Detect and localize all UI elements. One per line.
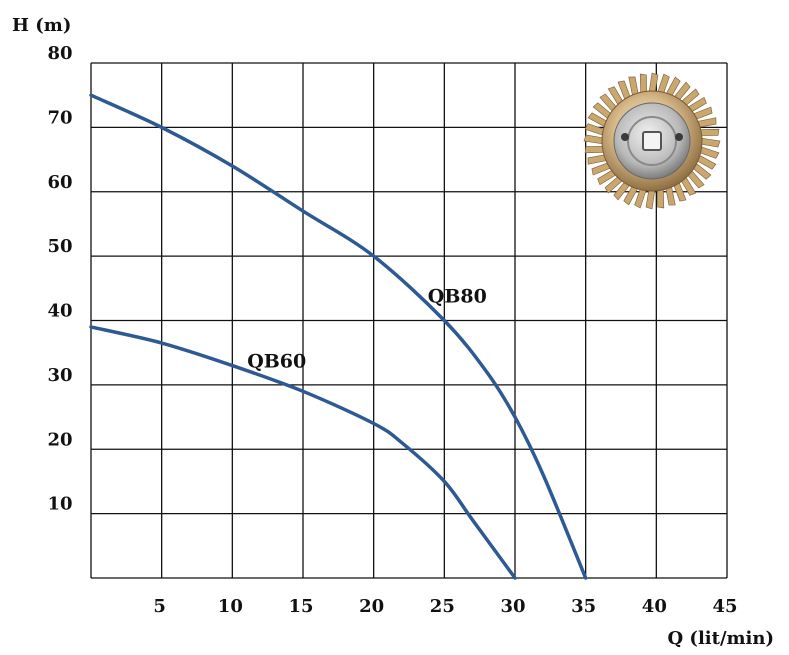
- x-tick-label-35: 35: [571, 596, 596, 617]
- series-line-qb60: [89, 325, 517, 580]
- y-tick-label-30: 30: [47, 365, 72, 386]
- x-tick-label-45: 45: [712, 596, 737, 617]
- x-tick-label-20: 20: [359, 596, 384, 617]
- x-tick-label-30: 30: [500, 596, 525, 617]
- x-axis-title: Q (lit/min): [667, 628, 774, 649]
- y-tick-label-20: 20: [47, 429, 72, 450]
- impeller-icon: [583, 72, 721, 210]
- y-tick-label-80: 80: [47, 43, 72, 64]
- x-tick-label-15: 15: [288, 596, 313, 617]
- y-tick-label-60: 60: [47, 172, 72, 193]
- x-tick-label-25: 25: [430, 596, 455, 617]
- y-tick-label-10: 10: [47, 494, 72, 515]
- series-line-qb80: [89, 93, 588, 580]
- x-tick-label-5: 5: [153, 596, 166, 617]
- y-tick-label-50: 50: [47, 236, 72, 257]
- series-lines: QB80 QB60: [89, 93, 588, 580]
- series-label-qb60: QB60: [247, 350, 306, 372]
- tick-labels: 5 10 15 20 25 30 35 40 45 10 20 30 40 50 60 70 80: [47, 43, 737, 617]
- x-tick-label-10: 10: [218, 596, 243, 617]
- y-tick-label-40: 40: [47, 301, 72, 322]
- y-axis-title: H (m): [12, 15, 71, 36]
- series-label-qb80: QB80: [428, 286, 487, 308]
- y-tick-label-70: 70: [47, 107, 72, 128]
- x-tick-label-40: 40: [642, 596, 667, 617]
